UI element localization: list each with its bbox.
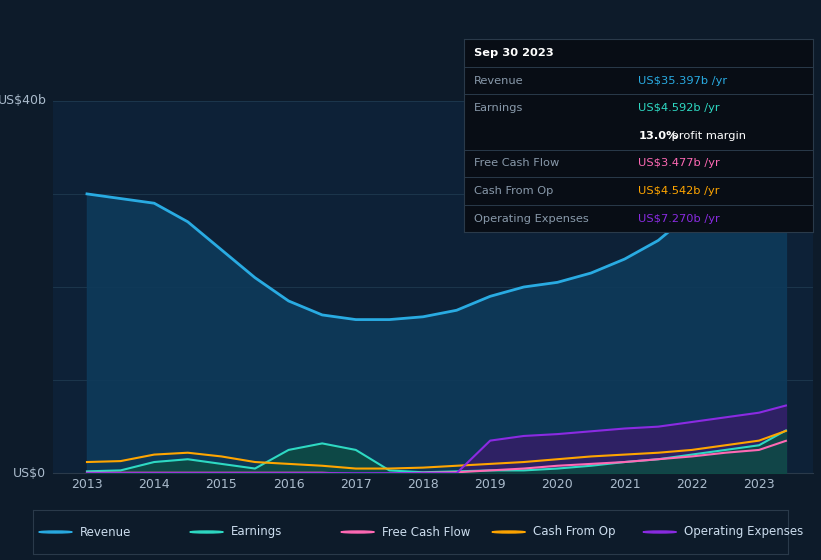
Circle shape — [492, 531, 525, 533]
Circle shape — [39, 531, 72, 533]
Text: US$4.592b /yr: US$4.592b /yr — [639, 103, 720, 113]
Text: Cash From Op: Cash From Op — [475, 186, 553, 196]
Text: Earnings: Earnings — [231, 525, 282, 539]
Circle shape — [190, 531, 223, 533]
Text: 13.0%: 13.0% — [639, 131, 678, 141]
Circle shape — [341, 531, 374, 533]
Text: US$3.477b /yr: US$3.477b /yr — [639, 158, 720, 169]
Text: US$4.542b /yr: US$4.542b /yr — [639, 186, 720, 196]
Text: US$0: US$0 — [13, 466, 47, 480]
Text: Earnings: Earnings — [475, 103, 524, 113]
Text: Cash From Op: Cash From Op — [533, 525, 616, 539]
Text: Free Cash Flow: Free Cash Flow — [475, 158, 560, 169]
Circle shape — [643, 531, 677, 533]
Text: US$35.397b /yr: US$35.397b /yr — [639, 76, 727, 86]
Text: profit margin: profit margin — [668, 131, 746, 141]
Text: Operating Expenses: Operating Expenses — [475, 213, 589, 223]
Text: US$40b: US$40b — [0, 94, 47, 108]
Text: Revenue: Revenue — [475, 76, 524, 86]
Text: Revenue: Revenue — [80, 525, 131, 539]
Text: US$7.270b /yr: US$7.270b /yr — [639, 213, 720, 223]
Text: Operating Expenses: Operating Expenses — [684, 525, 803, 539]
Text: Free Cash Flow: Free Cash Flow — [382, 525, 470, 539]
Text: Sep 30 2023: Sep 30 2023 — [475, 48, 554, 58]
